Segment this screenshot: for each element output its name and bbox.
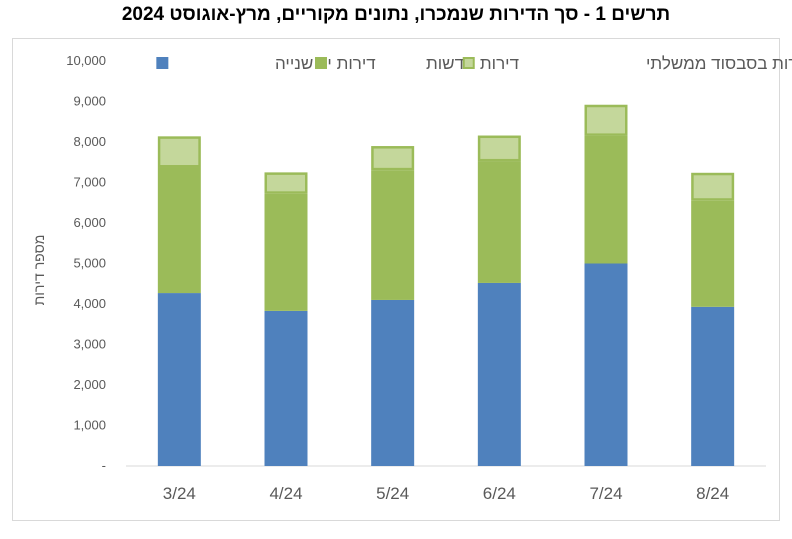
x-tick-label: 8/24 (696, 484, 729, 503)
y-axis-label: מספר דירות (31, 235, 47, 306)
bar-segment (264, 172, 308, 194)
chart-title: תרשים 1 - סך הדירות שנמכרו, נתונים מקורי… (121, 4, 671, 25)
y-tick-label: 5,000 (73, 256, 106, 271)
x-tick-label: 6/24 (483, 484, 516, 503)
bar-segment (371, 146, 415, 171)
bar-segment (157, 293, 201, 466)
y-tick-label: 9,000 (73, 94, 106, 109)
x-tick-label: 7/24 (589, 484, 622, 503)
legend-label: דירות בסבסוד ממשלתי (646, 54, 792, 73)
y-tick-label: 6,000 (73, 215, 106, 230)
bar-segment (371, 170, 415, 300)
y-tick-label: 2,000 (73, 377, 106, 392)
bar-segment (264, 193, 308, 311)
y-tick-label: 4,000 (73, 296, 106, 311)
legend-swatch (462, 57, 475, 69)
bar-segment (691, 172, 735, 201)
bar-segment (157, 167, 201, 294)
y-tick-label: 1,000 (73, 418, 106, 433)
y-tick-label: 10,000 (66, 53, 106, 68)
bar-segment (584, 263, 628, 466)
x-tick-label: 5/24 (376, 484, 409, 503)
bar-segment (477, 282, 521, 466)
y-axis-ticks: - 1,000 2,000 3,000 4,000 5,000 6,000 7,000 8,00… (66, 53, 106, 473)
bar-segment (477, 161, 521, 283)
bar-segment (691, 200, 735, 307)
bar-segment (691, 306, 735, 466)
bar-segment (264, 310, 308, 466)
x-axis-ticks: 3/24 4/24 5/24 6/24 7/24 8/24 (163, 484, 729, 503)
bars-group (157, 104, 735, 466)
y-tick-label: 8,000 (73, 134, 106, 149)
y-tick-label: 7,000 (73, 175, 106, 190)
bar-segment (157, 136, 201, 168)
x-tick-label: 4/24 (269, 484, 302, 503)
bar-segment (584, 104, 628, 136)
legend-swatch (315, 57, 327, 69)
x-tick-label: 3/24 (163, 484, 196, 503)
chart-frame (12, 38, 780, 521)
bar-segment (371, 299, 415, 466)
legend-swatch (156, 57, 169, 69)
bar-segment (584, 135, 628, 264)
y-tick-label: 3,000 (73, 337, 106, 352)
bar-segment (477, 135, 521, 162)
y-tick-label: - (102, 458, 106, 473)
